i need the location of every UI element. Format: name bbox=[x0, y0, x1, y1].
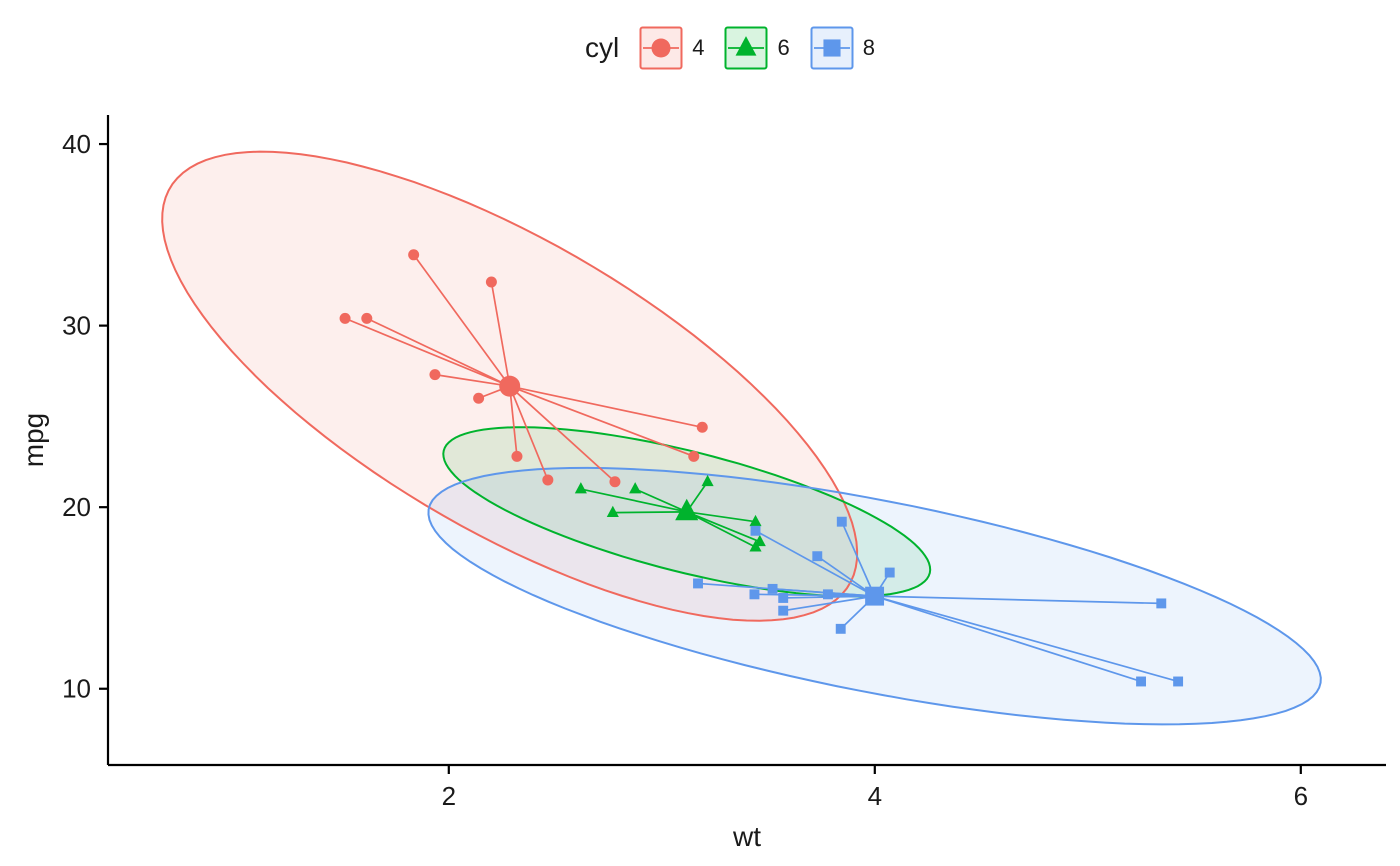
legend-marker-4 bbox=[651, 38, 671, 58]
y-tick-label: 30 bbox=[62, 311, 91, 341]
data-point bbox=[429, 369, 441, 381]
star-segment bbox=[686, 511, 756, 523]
star-segment bbox=[434, 373, 510, 388]
data-point bbox=[606, 505, 619, 518]
star-segment bbox=[686, 511, 756, 548]
y-tick-label: 10 bbox=[62, 674, 91, 704]
star-segment bbox=[783, 595, 875, 612]
centroid-marker-8 bbox=[865, 586, 885, 606]
data-point bbox=[1136, 676, 1146, 687]
legend-marker-8 bbox=[823, 39, 841, 57]
star-segment bbox=[755, 530, 875, 597]
data-point bbox=[688, 450, 700, 462]
star-segment bbox=[508, 385, 549, 481]
star-segment bbox=[366, 317, 511, 387]
star-segments-4 bbox=[344, 254, 703, 483]
x-axis-title: wt bbox=[733, 821, 761, 852]
legend-item-8: 8 bbox=[810, 26, 875, 70]
star-segment bbox=[874, 595, 1179, 683]
legend-key-4 bbox=[639, 26, 683, 70]
data-point bbox=[696, 421, 708, 433]
data-point bbox=[750, 525, 761, 536]
data-point bbox=[836, 516, 847, 527]
star-segment bbox=[697, 582, 875, 597]
points-group-8 bbox=[693, 516, 1184, 687]
y-axis-title: mpg bbox=[18, 412, 49, 468]
legend-key-label-8: 8 bbox=[862, 35, 875, 60]
data-point bbox=[767, 583, 778, 594]
star-segment bbox=[686, 511, 761, 543]
legend: cyl 4 6 8 bbox=[0, 26, 1400, 70]
data-point bbox=[778, 605, 789, 616]
data-point bbox=[339, 312, 351, 324]
star-segment bbox=[344, 317, 511, 387]
star-segment bbox=[509, 385, 703, 429]
data-point bbox=[485, 276, 497, 288]
x-tick-label: 4 bbox=[868, 781, 882, 811]
legend-items: 4 6 8 bbox=[639, 26, 895, 70]
data-point bbox=[812, 551, 823, 562]
star-segment bbox=[509, 385, 695, 458]
legend-item-6: 6 bbox=[724, 26, 790, 70]
x-tick-label: 6 bbox=[1294, 781, 1308, 811]
y-tick-label: 20 bbox=[62, 492, 91, 522]
points-group-4 bbox=[339, 249, 708, 488]
x-tick-label: 2 bbox=[442, 781, 456, 811]
confidence-ellipse-outline-8 bbox=[427, 466, 1322, 726]
star-segment bbox=[634, 488, 688, 513]
legend-title: cyl bbox=[585, 32, 620, 63]
centroid-marker-6 bbox=[675, 498, 699, 521]
legend-key-8 bbox=[810, 26, 854, 70]
data-point bbox=[361, 312, 373, 324]
star-segment bbox=[580, 488, 687, 513]
y-tick-label: 40 bbox=[62, 129, 91, 159]
data-point bbox=[749, 589, 760, 600]
data-point bbox=[749, 514, 762, 527]
star-segment bbox=[490, 281, 511, 387]
points-group-6 bbox=[574, 474, 766, 552]
data-point bbox=[778, 593, 789, 603]
data-point bbox=[408, 249, 420, 261]
star-segment bbox=[874, 595, 1142, 683]
star-segment bbox=[508, 386, 518, 457]
centroid-marker-4 bbox=[499, 375, 521, 397]
star-segment bbox=[612, 510, 687, 514]
star-segment bbox=[816, 555, 876, 597]
data-point bbox=[835, 623, 846, 634]
legend-key-6 bbox=[724, 26, 768, 70]
star-segment bbox=[509, 385, 616, 483]
data-point bbox=[574, 482, 587, 494]
data-point bbox=[473, 392, 485, 404]
star-segment bbox=[874, 595, 1162, 605]
data-point bbox=[884, 567, 895, 578]
data-point bbox=[749, 540, 762, 552]
data-point bbox=[822, 589, 833, 600]
star-segment bbox=[412, 254, 511, 387]
star-segment bbox=[841, 521, 876, 597]
data-point bbox=[629, 482, 642, 494]
star-segments-8 bbox=[697, 521, 1179, 683]
data-point bbox=[1173, 676, 1184, 687]
legend-key-label-6: 6 bbox=[777, 35, 790, 60]
confidence-ellipse-outline-6 bbox=[442, 426, 932, 598]
data-point bbox=[542, 474, 554, 486]
data-point bbox=[1156, 598, 1167, 609]
star-segments-6 bbox=[580, 481, 761, 548]
legend-item-4: 4 bbox=[639, 26, 704, 70]
data-point bbox=[701, 474, 714, 487]
legend-marker-6 bbox=[736, 36, 757, 56]
data-point bbox=[609, 476, 621, 488]
data-point bbox=[511, 450, 523, 462]
legend-key-label-4: 4 bbox=[692, 35, 705, 60]
data-point bbox=[693, 578, 703, 589]
